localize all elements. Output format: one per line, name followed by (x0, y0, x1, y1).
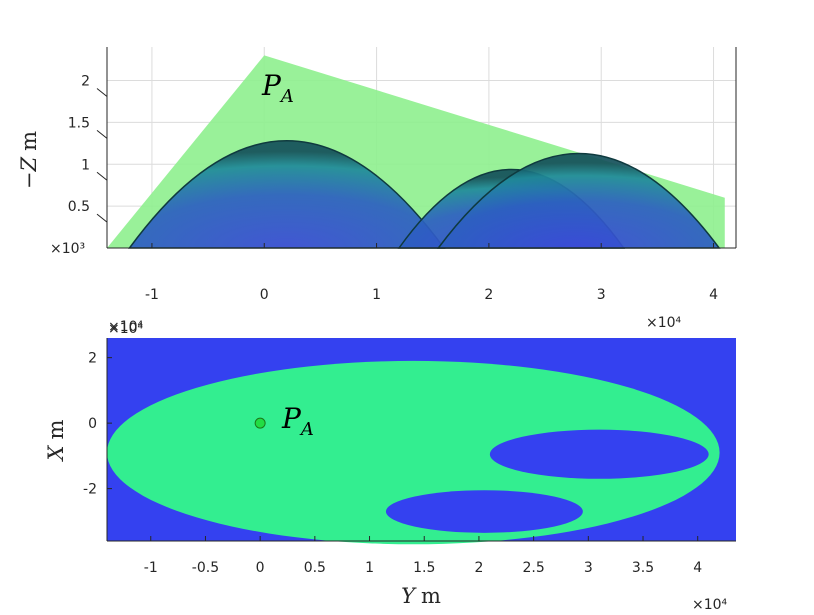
unreachable-hole-2 (385, 490, 583, 533)
top-x-tick-label: 4 (709, 287, 718, 303)
top-x-tick-label: 3 (597, 287, 606, 303)
top-y-axis-label: −Zm (17, 131, 41, 189)
reachable-region (107, 360, 720, 545)
pa-annotation-bottom: PA (281, 402, 314, 440)
bottom-x-multiplier: ×10⁴ (692, 597, 728, 613)
top-y-tick (96, 88, 108, 97)
top-x-tick-label: 2 (484, 287, 493, 303)
bottom-y-axis-label: Xm (44, 419, 68, 462)
unreachable-hole-1 (489, 429, 709, 479)
surface-arch-3 (436, 152, 721, 249)
bottom-x-tick-label: 2.5 (522, 560, 544, 576)
top-x-multiplier-left: ×10⁴ (108, 319, 144, 335)
pa-point-marker (254, 417, 266, 429)
bottom-y-tick-label: 0 (88, 416, 97, 432)
bottom-x-tick-label: 3.5 (632, 560, 654, 576)
top-x-tick-label: 1 (372, 287, 381, 303)
bottom-x-tick-label: 1.5 (413, 560, 435, 576)
top-y-tick-label: 1 (81, 157, 90, 173)
top-y-tick-label: 2 (81, 74, 90, 90)
bottom-x-tick-label: 2 (474, 560, 483, 576)
bottom-x-tick-label: 4 (693, 560, 702, 576)
side-view-plot: -1 0 1 2 3 4 0.5 1 1.5 2 PA −Zm ×10³ ×10⁴ ×10⁴ (17, 47, 737, 335)
reachable-ellipse (107, 360, 720, 545)
bottom-x-tick-label: 3 (584, 560, 593, 576)
top-y-tick (96, 213, 108, 223)
bottom-y-tick-label: -2 (83, 482, 97, 498)
top-x-multiplier-right: ×10⁴ (646, 315, 682, 331)
bottom-x-tick-label: 1 (365, 560, 374, 576)
bottom-ticks: -1 -0.5 0 0.5 1 1.5 2 2.5 3 3.5 4 2 0 -2 (83, 351, 702, 576)
top-x-tick-label: -1 (145, 287, 159, 303)
bottom-x-tick-label: -1 (144, 560, 158, 576)
top-y-tick (96, 171, 108, 181)
pa-annotation-top: PA (261, 69, 294, 107)
top-y-multiplier: ×10³ (50, 241, 85, 257)
top-x-tick-label: 0 (260, 287, 269, 303)
top-y-tick (96, 129, 108, 139)
top-y-tick-label: 0.5 (68, 199, 90, 215)
bottom-x-tick-label: 0 (256, 560, 265, 576)
top-y-tick-label: 1.5 (68, 115, 90, 131)
bottom-x-tick-label: -0.5 (192, 560, 219, 576)
bottom-y-multiplier: ×10⁴ (108, 321, 144, 337)
surface-arch-1 (127, 140, 446, 249)
bottom-x-tick-label: 0.5 (304, 560, 326, 576)
surface-arches (127, 140, 721, 249)
bottom-y-tick-label: 2 (88, 351, 97, 367)
top-ticks: -1 0 1 2 3 4 0.5 1 1.5 2 (68, 74, 718, 304)
